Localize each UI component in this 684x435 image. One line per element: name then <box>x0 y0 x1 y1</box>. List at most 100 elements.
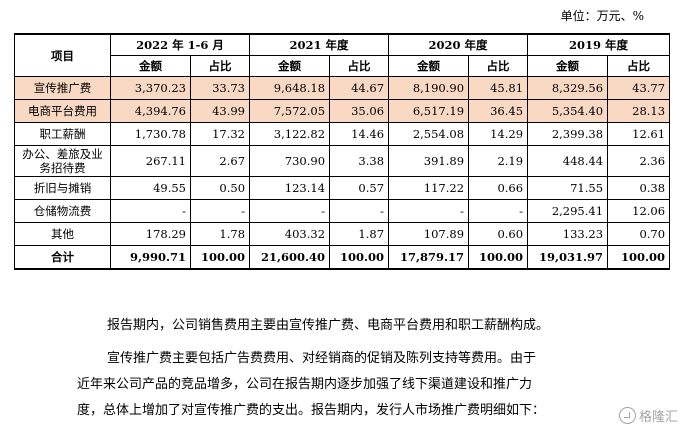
amount-cell: 71.55 <box>527 176 609 200</box>
header-ratio: 占比 <box>607 55 671 77</box>
header-amount: 金额 <box>110 55 191 77</box>
row-label: 办公、差旅及业务招待费 <box>14 145 111 177</box>
amount-cell: 19,031.97 <box>527 245 609 270</box>
ratio-cell: 100.00 <box>329 245 390 270</box>
ratio-cell: 0.60 <box>468 222 529 246</box>
row-label: 职工薪酬 <box>14 122 111 146</box>
ratio-cell: 43.99 <box>189 99 251 123</box>
ratio-cell: 33.73 <box>189 76 251 100</box>
ratio-cell: 3.38 <box>329 145 390 177</box>
table-row: 职工薪酬 1,730.78 17.32 3,122.82 14.46 2,554.08 14… <box>14 122 671 146</box>
table-row: 其他 178.29 1.78 403.32 1.87 107.89 0.60 133.23 0.… <box>14 222 671 246</box>
ratio-cell: 12.61 <box>607 122 671 146</box>
table-row: 仓储物流费 - - - - - -2,295.41 12.06 <box>14 199 671 223</box>
amount-cell: 107.89 <box>388 222 470 246</box>
ratio-cell: 1.78 <box>189 222 251 246</box>
amount-cell: - <box>249 199 331 223</box>
header-amount: 金额 <box>527 55 609 77</box>
table-row: 折旧与摊销 49.55 0.50 123.14 0.57 117.22 0.66 71.55 0… <box>14 176 671 200</box>
watermark: 格隆汇 <box>618 406 678 425</box>
amount-cell: 3,122.82 <box>249 122 331 146</box>
ratio-cell: 35.06 <box>329 99 390 123</box>
ratio-cell: 17.32 <box>189 122 251 146</box>
amount-cell: 391.89 <box>388 145 470 177</box>
header-period: 2019 年度 <box>527 33 671 56</box>
table-row: 办公、差旅及业务招待费 267.11 2.67 730.90 3.38 391.89 2.1… <box>14 145 671 177</box>
header-ratio: 占比 <box>189 55 251 77</box>
ratio-cell: 0.57 <box>329 176 390 200</box>
paragraph: 宣传推广费主要包括广告费费用、对经销商的促销及陈列支持等费用。由于 <box>107 351 537 366</box>
ratio-cell: 14.29 <box>468 122 529 146</box>
ratio-cell: 44.67 <box>329 76 390 100</box>
amount-cell: - <box>388 199 470 223</box>
row-label: 仓储物流费 <box>14 199 111 223</box>
amount-cell: 1,730.78 <box>110 122 191 146</box>
ratio-cell: 0.38 <box>607 176 671 200</box>
ratio-cell: - <box>329 199 390 223</box>
ratio-cell: 0.66 <box>468 176 529 200</box>
amount-cell: 21,600.40 <box>249 245 331 270</box>
amount-cell: 6,517.19 <box>388 99 470 123</box>
amount-cell: 7,572.05 <box>249 99 331 123</box>
unit-note: 单位：万元、% <box>560 9 644 23</box>
ratio-cell: 28.13 <box>607 99 671 123</box>
header-amount: 金额 <box>388 55 470 77</box>
table-row: 宣传推广费 3,370.23 33.73 9,648.18 44.67 8,190.90 4… <box>14 76 671 100</box>
amount-cell: 403.32 <box>249 222 331 246</box>
ratio-cell: 12.06 <box>607 199 671 223</box>
table-row: 合计 9,990.71 100.00 21,600.40 100.00 17,879.17… <box>14 245 671 270</box>
ratio-cell: 2.19 <box>468 145 529 177</box>
ratio-cell: - <box>189 199 251 223</box>
header-period: 2021 年度 <box>249 33 390 56</box>
ratio-cell: 36.45 <box>468 99 529 123</box>
amount-cell: 9,648.18 <box>249 76 331 100</box>
amount-cell: 2,295.41 <box>527 199 609 223</box>
header-period: 2020 年度 <box>388 33 529 56</box>
table-row: 电商平台费用 4,394.76 43.99 7,572.05 35.06 6,517.19… <box>14 99 671 123</box>
amount-cell: 117.22 <box>388 176 470 200</box>
amount-cell: 448.44 <box>527 145 609 177</box>
amount-cell: 49.55 <box>110 176 191 200</box>
ratio-cell: 43.77 <box>607 76 671 100</box>
paragraph: 近年来公司产品的竞品增多，公司在报告期内逐步加强了线下渠道建设和推广力 <box>77 377 533 392</box>
row-label: 电商平台费用 <box>14 99 111 123</box>
row-label: 折旧与摊销 <box>14 176 111 200</box>
amount-cell: 730.90 <box>249 145 331 177</box>
ratio-cell: 0.70 <box>607 222 671 246</box>
header-amount: 金额 <box>249 55 331 77</box>
ratio-cell: 100.00 <box>607 245 671 270</box>
sales-expense-table: 项目 2022 年 1-6 月 2021 年度 2020 年度 2019 年度 … <box>14 33 671 270</box>
amount-cell: 17,879.17 <box>388 245 470 270</box>
ratio-cell: 2.67 <box>189 145 251 177</box>
gelonghui-logo-icon <box>618 407 636 424</box>
amount-cell: 9,990.71 <box>110 245 191 270</box>
ratio-cell: 1.87 <box>329 222 390 246</box>
amount-cell: - <box>110 199 191 223</box>
ratio-cell: 100.00 <box>468 245 529 270</box>
amount-cell: 2,399.38 <box>527 122 609 146</box>
amount-cell: 133.23 <box>527 222 609 246</box>
header-item: 项目 <box>14 33 111 77</box>
amount-cell: 4,394.76 <box>110 99 191 123</box>
header-ratio: 占比 <box>329 55 390 77</box>
ratio-cell: 0.50 <box>189 176 251 200</box>
ratio-cell: 45.81 <box>468 76 529 100</box>
header-period: 2022 年 1-6 月 <box>109 33 251 56</box>
row-label: 合计 <box>14 245 111 270</box>
ratio-cell: - <box>468 199 529 223</box>
paragraph: 报告期内，公司销售费用主要由宣传推广费、电商平台费用和职工薪酬构成。 <box>107 318 550 333</box>
amount-cell: 3,370.23 <box>110 76 191 100</box>
row-label: 其他 <box>14 222 111 246</box>
amount-cell: 178.29 <box>110 222 191 246</box>
amount-cell: 5,354.40 <box>527 99 609 123</box>
header-ratio: 占比 <box>468 55 529 77</box>
amount-cell: 8,329.56 <box>527 76 609 100</box>
row-label: 宣传推广费 <box>14 76 111 100</box>
amount-cell: 2,554.08 <box>388 122 470 146</box>
amount-cell: 267.11 <box>110 145 191 177</box>
amount-cell: 8,190.90 <box>388 76 470 100</box>
ratio-cell: 2.36 <box>607 145 671 177</box>
ratio-cell: 14.46 <box>329 122 390 146</box>
watermark-text: 格隆汇 <box>638 410 678 425</box>
paragraph: 度，总体上增加了对宣传推广费的支出。报告期内，发行人市场推广费明细如下： <box>77 403 546 418</box>
